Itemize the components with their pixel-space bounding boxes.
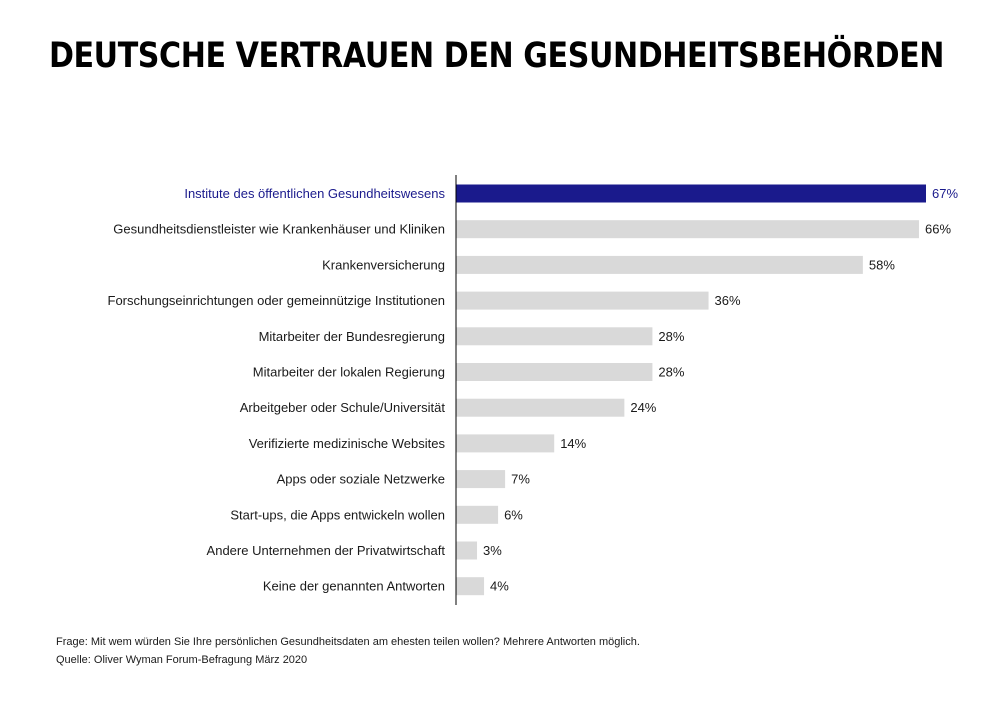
bar-group	[456, 184, 926, 596]
value-label: 14%	[560, 436, 586, 451]
chart-footer: Frage: Mit wem würden Sie Ihre persönlic…	[56, 633, 640, 669]
bar	[456, 184, 926, 203]
bar	[456, 398, 625, 417]
value-label: 7%	[511, 472, 530, 487]
value-label: 67%	[932, 186, 958, 201]
bar	[456, 363, 653, 381]
value-label: 28%	[658, 329, 684, 344]
bar	[456, 255, 863, 274]
value-label: 24%	[630, 400, 656, 415]
bar	[456, 327, 653, 346]
value-label: 36%	[715, 293, 741, 308]
category-label: Institute des öffentlichen Gesundheitswe…	[184, 186, 445, 201]
bar	[456, 541, 478, 560]
value-label: 3%	[483, 543, 502, 558]
bar	[456, 291, 709, 310]
category-label: Gesundheitsdienstleister wie Krankenhäus…	[113, 222, 445, 237]
bar	[456, 220, 919, 239]
bar	[456, 577, 485, 596]
value-label-group: 67% 66% 58% 36% 28% 28% 24% 14% 7% 6% 3% 4%	[483, 186, 958, 594]
category-label: Krankenversicherung	[322, 257, 445, 272]
category-label: Start-ups, die Apps entwickeln wollen	[230, 507, 445, 522]
category-label: Verifizierte medizinische Websites	[249, 436, 446, 451]
bar	[456, 470, 506, 489]
value-label: 4%	[490, 579, 509, 594]
value-label: 66%	[925, 222, 951, 237]
category-label-group: Institute des öffentlichen Gesundheitswe…	[108, 186, 446, 594]
category-label: Mitarbeiter der lokalen Regierung	[253, 365, 445, 380]
bar	[456, 505, 499, 524]
chart-title: DEUTSCHE VERTRAUEN DEN GESUNDHEITSBEHÖRD…	[49, 36, 945, 76]
category-label: Mitarbeiter der Bundesregierung	[259, 329, 445, 344]
category-label: Apps oder soziale Netzwerke	[277, 472, 445, 487]
bar	[456, 434, 555, 453]
footer-source: Quelle: Oliver Wyman Forum-Befragung Mär…	[56, 654, 308, 666]
value-label: 6%	[504, 507, 523, 522]
value-label: 58%	[869, 257, 895, 272]
category-label: Andere Unternehmen der Privatwirtschaft	[207, 543, 446, 558]
value-label: 28%	[658, 365, 684, 380]
category-label: Forschungseinrichtungen oder gemeinnützi…	[108, 293, 446, 308]
category-label: Keine der genannten Antworten	[263, 579, 445, 594]
category-label: Arbeitgeber oder Schule/Universität	[240, 400, 446, 415]
footer-question: Frage: Mit wem würden Sie Ihre persönlic…	[56, 636, 640, 648]
